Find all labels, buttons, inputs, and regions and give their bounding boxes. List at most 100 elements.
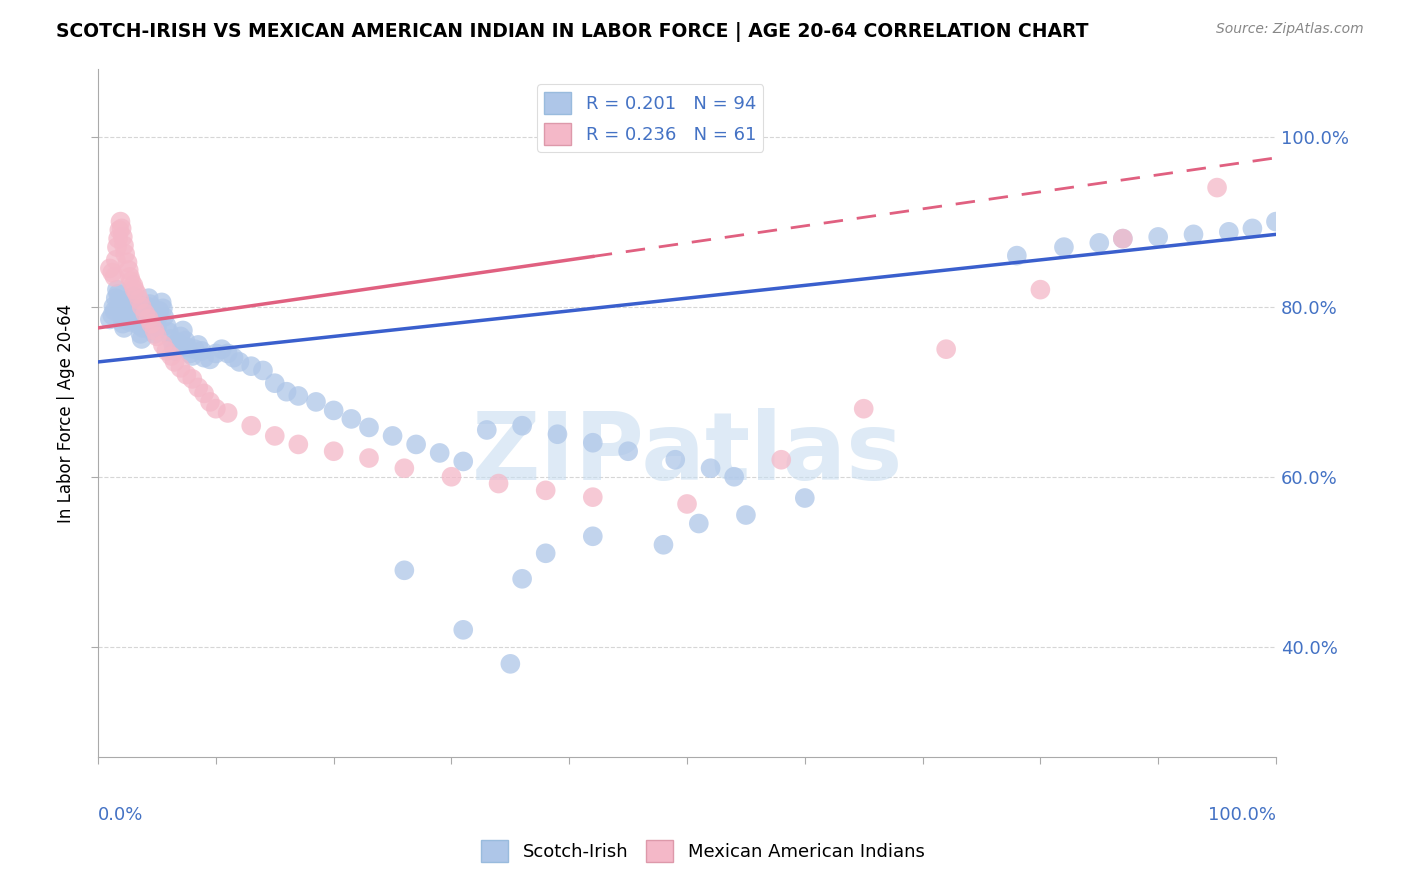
Legend: R = 0.201   N = 94, R = 0.236   N = 61: R = 0.201 N = 94, R = 0.236 N = 61 [537,85,763,152]
Point [190,343,212,358]
Text: 0.0%: 0.0% [98,805,143,823]
Point [110,301,132,316]
Point [114,247,136,261]
Point [510,572,533,586]
Point [699,461,721,475]
Point [169,360,191,375]
Point [287,389,309,403]
Point [1029,283,1052,297]
Point [146,310,169,324]
Point [664,452,686,467]
Point [105,240,128,254]
Point [172,323,194,337]
Point [1088,235,1111,250]
Point [240,418,263,433]
Point [510,418,533,433]
Point [499,657,522,671]
Point [136,300,159,314]
Point [582,435,605,450]
Point [155,343,177,358]
Point [152,338,174,352]
Point [1265,214,1288,228]
Y-axis label: In Labor Force | Age 20-64: In Labor Force | Age 20-64 [58,303,75,523]
Point [440,469,463,483]
Point [143,323,166,337]
Point [1182,227,1205,242]
Point [148,304,170,318]
Point [98,261,121,276]
Point [287,437,309,451]
Point [152,301,174,316]
Point [139,305,162,319]
Point [451,454,474,468]
Point [263,429,285,443]
Point [157,325,180,339]
Point [217,406,239,420]
Point [546,427,568,442]
Point [127,310,149,324]
Point [176,368,198,382]
Point [357,450,380,465]
Point [198,395,221,409]
Point [1147,230,1170,244]
Text: Source: ZipAtlas.com: Source: ZipAtlas.com [1216,22,1364,37]
Point [139,317,162,331]
Point [451,623,474,637]
Point [488,476,510,491]
Point [104,291,127,305]
Point [582,529,605,543]
Point [179,346,201,360]
Point [110,214,132,228]
Point [723,469,745,483]
Point [108,293,131,307]
Point [114,312,136,326]
Point [429,446,451,460]
Point [793,491,815,505]
Point [128,293,150,307]
Point [129,326,152,341]
Point [163,355,186,369]
Point [198,352,221,367]
Point [104,252,127,267]
Point [132,321,155,335]
Point [394,563,416,577]
Point [187,338,209,352]
Point [852,401,875,416]
Point [107,286,129,301]
Point [162,338,184,352]
Point [1241,221,1264,235]
Point [181,349,204,363]
Point [263,376,285,391]
Point [128,318,150,333]
Point [160,332,183,346]
Point [205,401,228,416]
Point [534,483,557,498]
Point [118,308,141,322]
Point [1112,232,1135,246]
Point [153,310,176,324]
Point [160,349,183,363]
Point [138,291,160,305]
Point [150,295,173,310]
Point [222,351,245,365]
Point [107,232,129,246]
Point [108,223,131,237]
Point [146,320,169,334]
Point [142,323,165,337]
Point [322,444,344,458]
Point [111,306,134,320]
Point [135,306,157,320]
Point [117,300,139,314]
Point [228,355,250,369]
Point [340,412,363,426]
Legend: Scotch-Irish, Mexican American Indians: Scotch-Irish, Mexican American Indians [474,833,932,870]
Point [240,359,263,374]
Point [183,342,205,356]
Point [125,286,148,301]
Point [134,306,156,320]
Text: SCOTCH-IRISH VS MEXICAN AMERICAN INDIAN IN LABOR FORCE | AGE 20-64 CORRELATION C: SCOTCH-IRISH VS MEXICAN AMERICAN INDIAN … [56,22,1088,42]
Point [176,341,198,355]
Point [131,332,153,346]
Point [103,304,125,318]
Point [131,300,153,314]
